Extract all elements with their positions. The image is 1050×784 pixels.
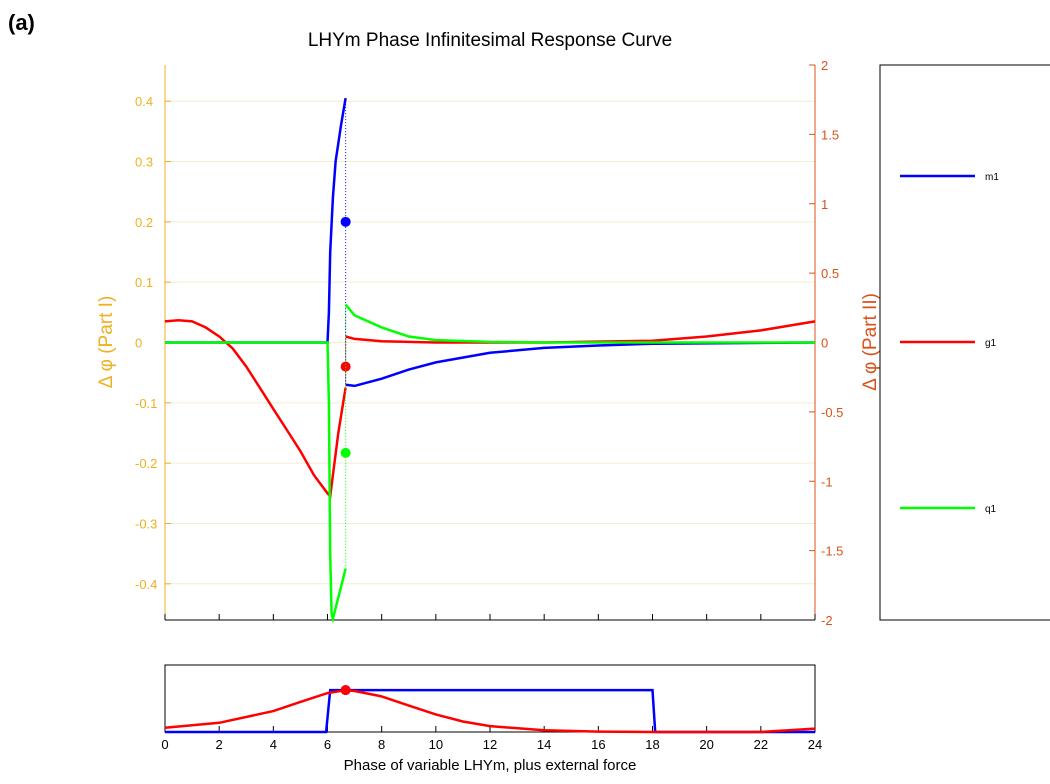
y2-tick-label: 0 xyxy=(821,336,828,351)
x-tick-label: 6 xyxy=(324,737,331,752)
y2-tick-label: -0.5 xyxy=(821,405,843,420)
series-line xyxy=(165,97,816,388)
series-line xyxy=(164,318,816,500)
marker xyxy=(340,447,351,458)
y-tick-label: -0.3 xyxy=(135,516,157,531)
x-tick-label: 14 xyxy=(537,737,551,752)
legend-label: m1 xyxy=(985,172,999,183)
x-tick-label: 2 xyxy=(216,737,223,752)
x-tick-label: 10 xyxy=(429,737,443,752)
legend-label: g1 xyxy=(985,338,997,349)
y2-tick-label: -2 xyxy=(821,613,833,628)
panel-label: (a) xyxy=(8,10,35,35)
series-line xyxy=(165,303,815,624)
x-tick-label: 16 xyxy=(591,737,605,752)
x-tick-label: 24 xyxy=(808,737,822,752)
legend-label: q1 xyxy=(985,504,997,515)
y-tick-label: 0.1 xyxy=(135,275,153,290)
y2-axis-label: Δ φ (Part II) xyxy=(860,293,881,391)
x-axis-label: Phase of variable LHYm, plus external fo… xyxy=(344,757,637,774)
y2-tick-label: 0.5 xyxy=(821,266,839,281)
y-tick-label: -0.4 xyxy=(135,577,157,592)
y2-tick-label: -1 xyxy=(821,474,833,489)
chart-title: LHYm Phase Infinitesimal Response Curve xyxy=(308,30,672,51)
y2-tick-label: 2 xyxy=(821,58,828,73)
y2-tick-label: 1.5 xyxy=(821,127,839,142)
series-line xyxy=(164,688,816,734)
marker xyxy=(340,216,351,227)
x-tick-label: 22 xyxy=(754,737,768,752)
y-tick-label: -0.2 xyxy=(135,456,157,471)
y2-tick-label: -1.5 xyxy=(821,544,843,559)
y-tick-label: 0.2 xyxy=(135,215,153,230)
x-tick-label: 20 xyxy=(699,737,713,752)
y-axis-label: Δ φ (Part I) xyxy=(96,296,117,389)
y-tick-label: -0.1 xyxy=(135,396,157,411)
axes-box xyxy=(164,664,816,733)
marker xyxy=(340,685,351,696)
x-tick-label: 18 xyxy=(645,737,659,752)
legend-box xyxy=(879,64,1050,621)
y-tick-label: 0.3 xyxy=(135,155,153,170)
x-tick-label: 4 xyxy=(270,737,277,752)
x-tick-label: 8 xyxy=(378,737,385,752)
marker xyxy=(340,361,351,372)
y-tick-label: 0 xyxy=(135,336,142,351)
x-tick-label: 0 xyxy=(161,737,168,752)
y2-tick-label: 1 xyxy=(821,197,828,212)
x-tick-label: 12 xyxy=(483,737,497,752)
y-tick-label: 0.4 xyxy=(135,94,153,109)
